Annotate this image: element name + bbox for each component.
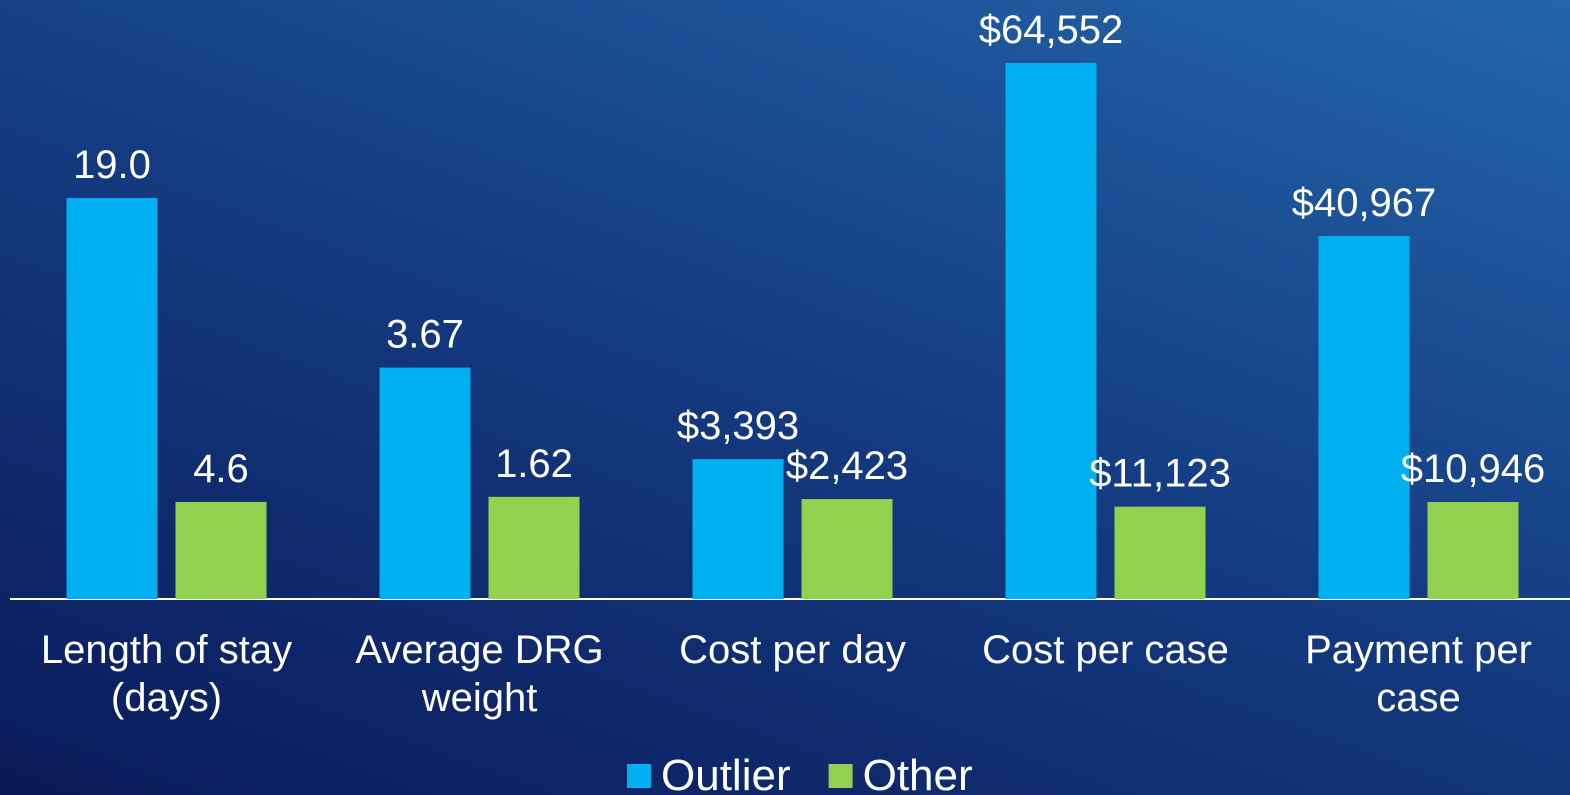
- legend-swatch: [828, 764, 853, 788]
- data-label: $10,946: [1401, 447, 1546, 491]
- data-label: 3.67: [386, 313, 464, 357]
- bar: [692, 459, 784, 599]
- bar: [488, 496, 580, 599]
- data-label: $11,123: [1089, 452, 1231, 496]
- bar: [379, 367, 471, 599]
- bar: [1005, 63, 1097, 599]
- data-label: 1.62: [495, 442, 573, 486]
- bar: [1318, 236, 1410, 600]
- data-label: $3,393: [677, 404, 799, 448]
- data-label: 19.0: [73, 143, 151, 187]
- data-label: $2,423: [786, 444, 908, 488]
- data-label: 4.6: [193, 447, 249, 491]
- x-tick-label: Cost per day: [679, 628, 906, 672]
- bar: [66, 198, 158, 599]
- legend-label: Outlier: [661, 751, 791, 795]
- x-tick-label: Length of stay (days): [40, 628, 293, 720]
- data-label: $64,552: [979, 8, 1124, 52]
- legend-swatch: [627, 764, 651, 788]
- bar: [801, 499, 893, 599]
- data-label: $40,967: [1292, 181, 1437, 225]
- x-tick-label: Cost per case: [982, 628, 1229, 672]
- x-tick-label: Average DRG weight: [355, 628, 604, 720]
- bar: [1427, 502, 1519, 599]
- x-tick-label: Payment per case: [1305, 628, 1532, 720]
- bar: [1114, 506, 1206, 599]
- bar: [175, 501, 267, 599]
- legend-label: Other: [863, 751, 973, 795]
